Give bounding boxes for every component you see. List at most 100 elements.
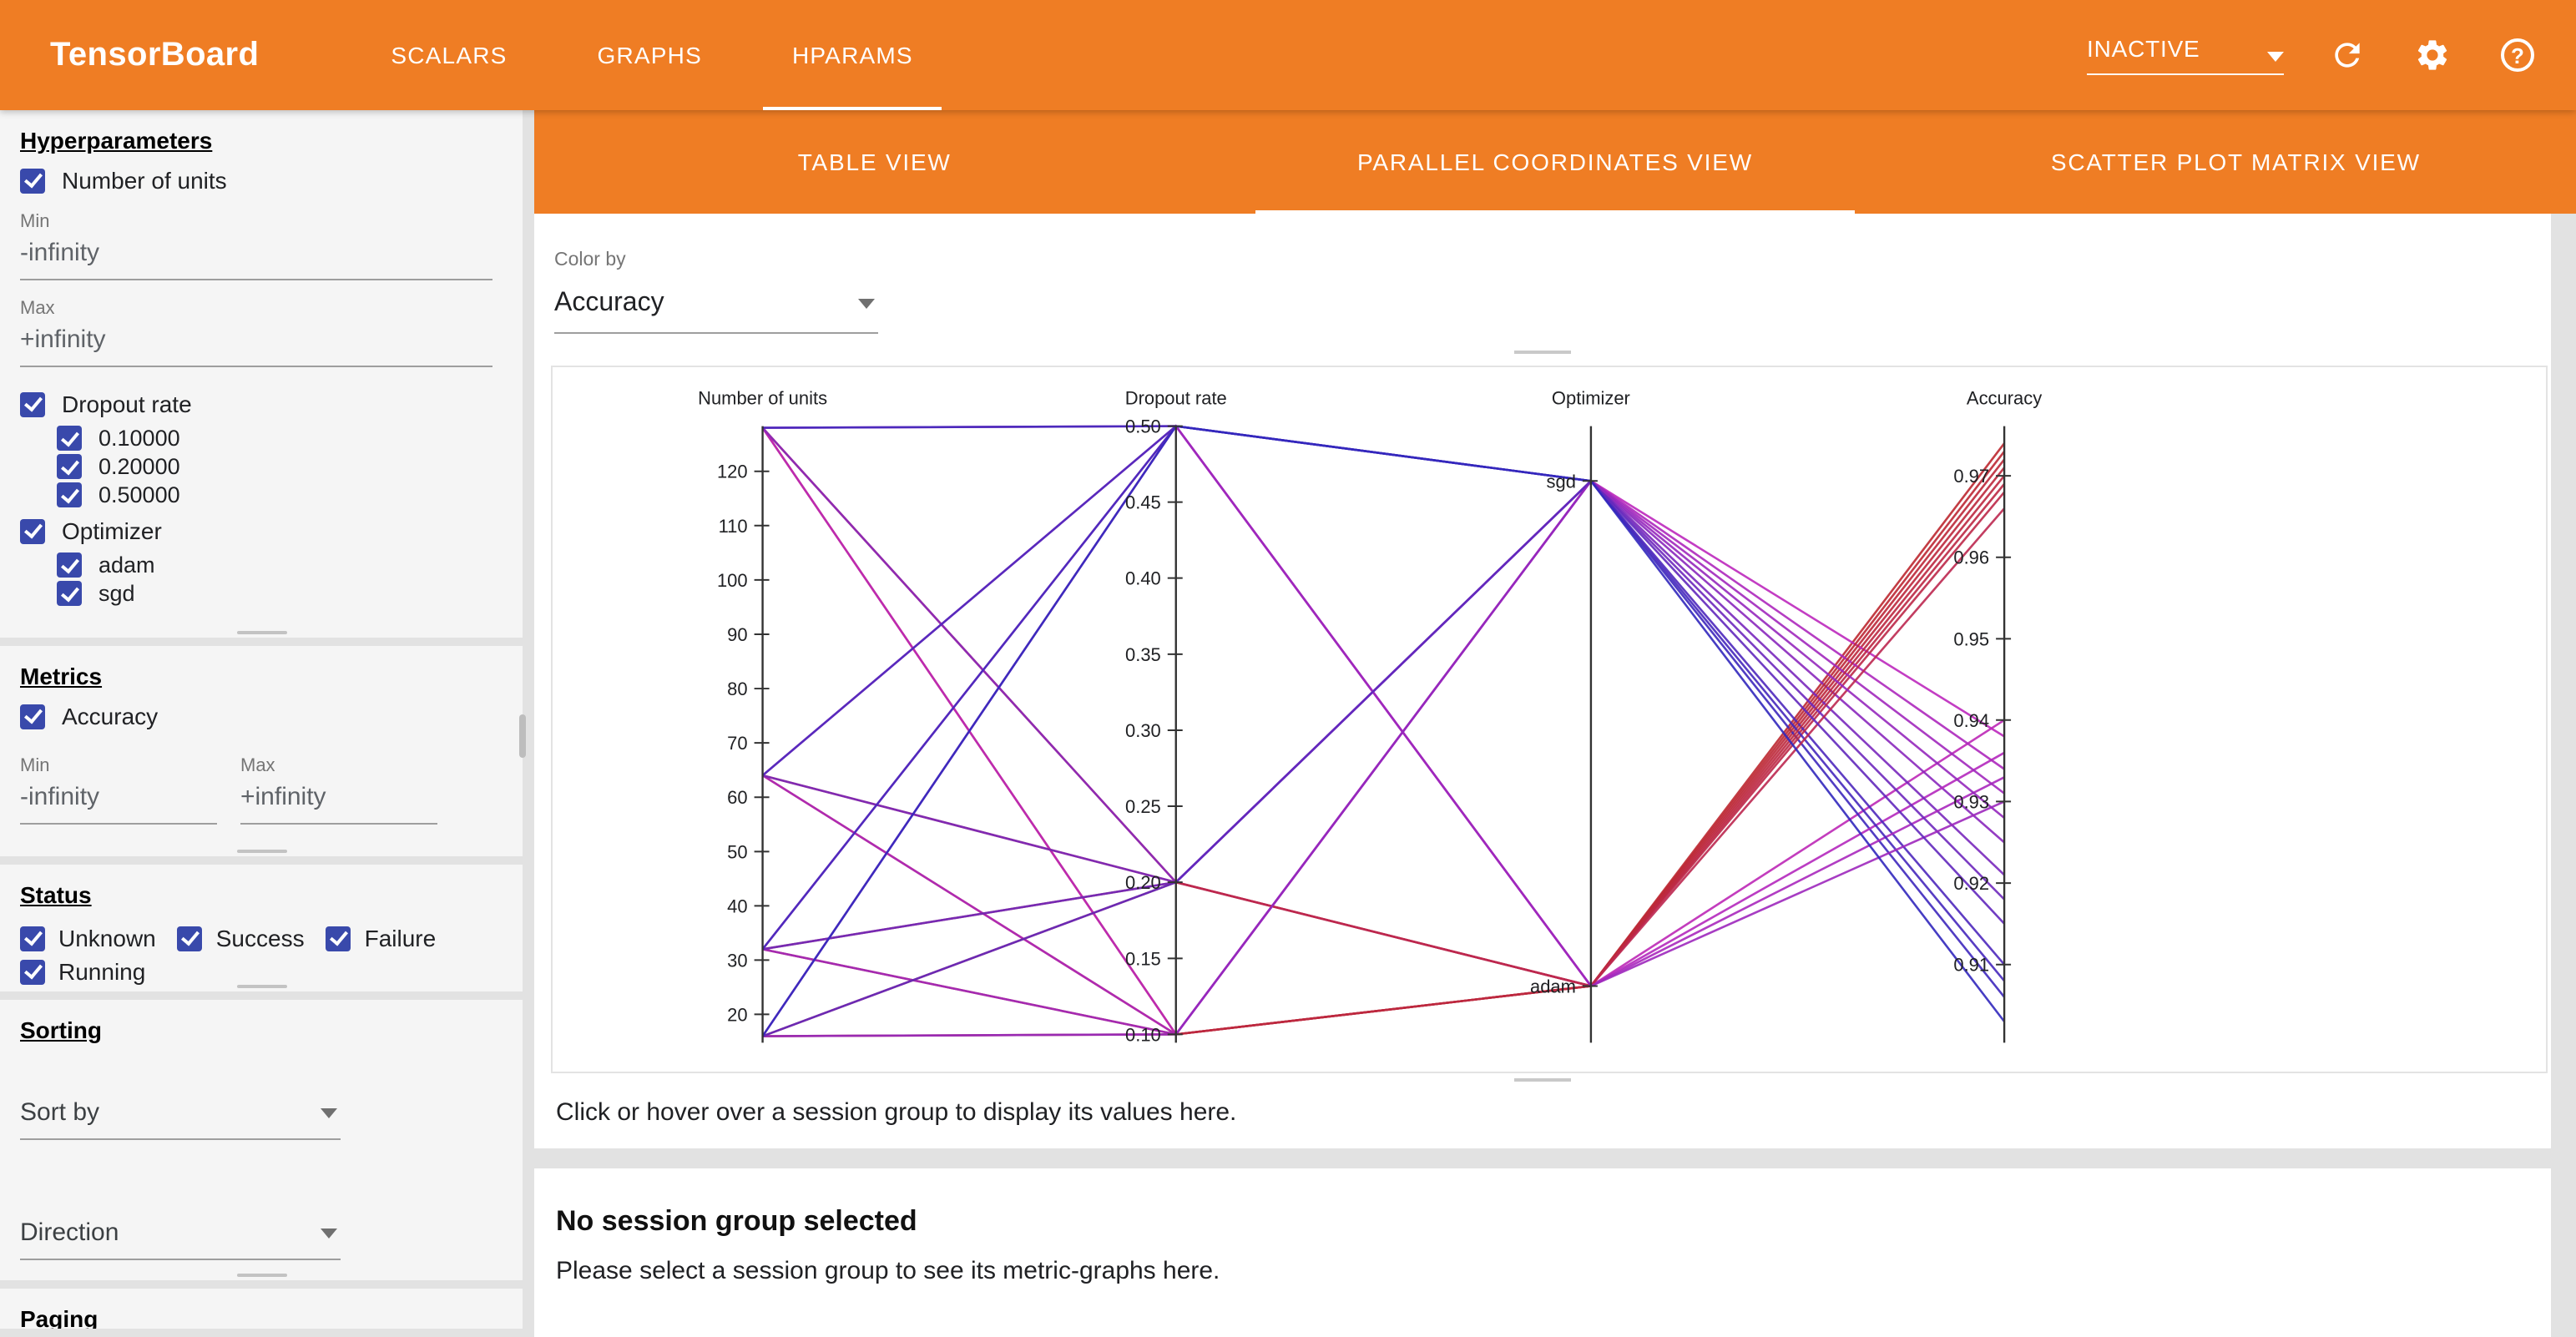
hparams-sidebar: Hyperparameters Number of units Min -inf… xyxy=(0,110,523,1337)
svg-text:0.10: 0.10 xyxy=(1125,1024,1161,1045)
accuracy-minmax: Min -infinity Max +infinity xyxy=(20,738,503,825)
parallel-coordinates-plot[interactable]: Number of units 120 110 100 90 80 70 60 50 40 30 20… xyxy=(553,367,2546,1072)
svg-text:0.50: 0.50 xyxy=(1125,416,1161,437)
header-tabs: SCALARS GRAPHS HPARAMS xyxy=(346,0,957,110)
dropout-0.2-checkbox[interactable] xyxy=(57,454,82,479)
status-running-label: Running xyxy=(58,958,146,985)
paging-title: Paging xyxy=(20,1305,98,1329)
units-max-input[interactable]: +infinity xyxy=(20,319,492,367)
status-unknown-label: Unknown xyxy=(58,925,156,951)
svg-text:Dropout rate: Dropout rate xyxy=(1125,388,1227,409)
dropout-0.1-checkbox[interactable] xyxy=(57,426,82,451)
tab-scatter-plot-matrix-view[interactable]: SCATTER PLOT MATRIX VIEW xyxy=(2050,149,2421,175)
direction-select[interactable]: Direction xyxy=(20,1210,341,1260)
plot-resize-handle[interactable] xyxy=(1514,1078,1571,1082)
dropout-rate-checkbox[interactable] xyxy=(20,391,45,416)
chevron-down-icon xyxy=(321,1228,337,1238)
number-of-units-checkbox[interactable] xyxy=(20,168,45,193)
units-min-input[interactable]: -infinity xyxy=(20,232,492,280)
hyperparameters-section: Hyperparameters Number of units Min -inf… xyxy=(0,110,523,638)
sorting-title: Sorting xyxy=(20,1017,102,1043)
status-running-checkbox[interactable] xyxy=(20,959,45,984)
direction-value: Direction xyxy=(20,1218,119,1247)
metrics-title: Metrics xyxy=(20,663,103,689)
status-unknown-checkbox[interactable] xyxy=(20,926,45,951)
svg-text:40: 40 xyxy=(727,896,747,916)
svg-text:0.93: 0.93 xyxy=(1953,791,1989,812)
sidebar-resize-handle[interactable] xyxy=(519,714,526,758)
svg-text:0.40: 0.40 xyxy=(1125,568,1161,589)
svg-text:120: 120 xyxy=(717,462,748,482)
pane-resize-handle[interactable] xyxy=(236,985,286,988)
svg-text:0.20: 0.20 xyxy=(1125,872,1161,893)
optimizer-adam-label: adam xyxy=(98,552,155,578)
dropout-rate-label: Dropout rate xyxy=(62,391,192,417)
pane-resize-handle[interactable] xyxy=(236,850,286,853)
svg-text:20: 20 xyxy=(727,1004,747,1025)
svg-text:0.45: 0.45 xyxy=(1125,492,1161,513)
hparam-dropout-rate-row[interactable]: Dropout rate xyxy=(20,391,503,417)
tab-table-view[interactable]: TABLE VIEW xyxy=(797,149,952,175)
help-glyph: ? xyxy=(2501,38,2534,72)
status-failure-row[interactable]: Failure xyxy=(326,925,436,951)
svg-text:0.25: 0.25 xyxy=(1125,796,1161,817)
tab-hparams[interactable]: HPARAMS xyxy=(747,0,958,110)
optimizer-sgd-label: sgd xyxy=(98,581,135,606)
color-by-control: Color by Accuracy xyxy=(554,250,878,334)
hyperparameters-title: Hyperparameters xyxy=(20,127,213,154)
dropout-0.5-checkbox[interactable] xyxy=(57,482,82,507)
refresh-icon[interactable] xyxy=(2326,33,2369,77)
optimizer-sgd-checkbox[interactable] xyxy=(57,581,82,606)
tab-parallel-coordinates-view[interactable]: PARALLEL COORDINATES VIEW xyxy=(1215,110,1895,214)
dropout-option-row[interactable]: 0.20000 xyxy=(57,454,503,479)
status-running-row[interactable]: Running xyxy=(20,958,145,985)
color-by-select[interactable]: Accuracy xyxy=(554,280,878,334)
chevron-down-icon xyxy=(858,299,875,309)
svg-text:0.35: 0.35 xyxy=(1125,644,1161,665)
data-status-select[interactable]: INACTIVE xyxy=(2087,35,2284,75)
accuracy-max-input[interactable]: +infinity xyxy=(240,776,437,825)
accuracy-checkbox[interactable] xyxy=(20,704,45,729)
tab-scalars[interactable]: SCALARS xyxy=(391,42,508,68)
sort-by-select[interactable]: Sort by xyxy=(20,1090,341,1140)
optimizer-option-row[interactable]: sgd xyxy=(57,581,503,606)
session-details-card: No session group selected Please select … xyxy=(534,1168,2551,1337)
svg-text:60: 60 xyxy=(727,787,747,808)
status-success-row[interactable]: Success xyxy=(177,925,305,951)
tab-graphs[interactable]: GRAPHS xyxy=(597,42,702,68)
accuracy-label: Accuracy xyxy=(62,703,159,729)
metric-accuracy-row[interactable]: Accuracy xyxy=(20,703,503,729)
pane-resize-handle[interactable] xyxy=(236,1274,286,1277)
svg-text:Optimizer: Optimizer xyxy=(1552,388,1630,409)
dropout-option-row[interactable]: 0.50000 xyxy=(57,482,503,507)
accuracy-min-input[interactable]: -infinity xyxy=(20,776,217,825)
svg-text:0.95: 0.95 xyxy=(1953,628,1989,649)
settings-gear-icon[interactable] xyxy=(2411,33,2454,77)
parallel-coordinates-plot-panel[interactable]: Number of units 120 110 100 90 80 70 60 50 40 30 20… xyxy=(551,366,2548,1073)
units-max-label: Max xyxy=(20,299,55,319)
optimizer-checkbox[interactable] xyxy=(20,518,45,543)
status-unknown-row[interactable]: Unknown xyxy=(20,925,156,951)
svg-text:0.91: 0.91 xyxy=(1953,955,1989,976)
svg-text:Number of units: Number of units xyxy=(698,388,827,409)
status-success-checkbox[interactable] xyxy=(177,926,203,951)
empty-state-subtitle: Please select a session group to see its… xyxy=(556,1257,1220,1285)
dropout-option-row[interactable]: 0.10000 xyxy=(57,426,503,451)
status-section: Status Unknown Success Failure Running xyxy=(0,865,523,991)
chevron-down-icon xyxy=(321,1107,337,1118)
pane-resize-handle[interactable] xyxy=(236,631,286,634)
status-title: Status xyxy=(20,881,92,908)
hparam-number-of-units-row[interactable]: Number of units xyxy=(20,167,503,194)
accuracy-min-label: Min xyxy=(20,756,50,776)
chevron-down-icon xyxy=(2267,52,2284,62)
svg-text:100: 100 xyxy=(717,570,748,591)
color-by-value: Accuracy xyxy=(554,289,664,317)
plot-resize-handle[interactable] xyxy=(1514,351,1571,354)
status-failure-checkbox[interactable] xyxy=(326,926,351,951)
optimizer-adam-checkbox[interactable] xyxy=(57,552,82,578)
help-icon[interactable]: ? xyxy=(2496,33,2539,77)
hparam-optimizer-row[interactable]: Optimizer xyxy=(20,517,503,544)
optimizer-option-row[interactable]: adam xyxy=(57,552,503,578)
data-status-value: INACTIVE xyxy=(2087,35,2200,62)
